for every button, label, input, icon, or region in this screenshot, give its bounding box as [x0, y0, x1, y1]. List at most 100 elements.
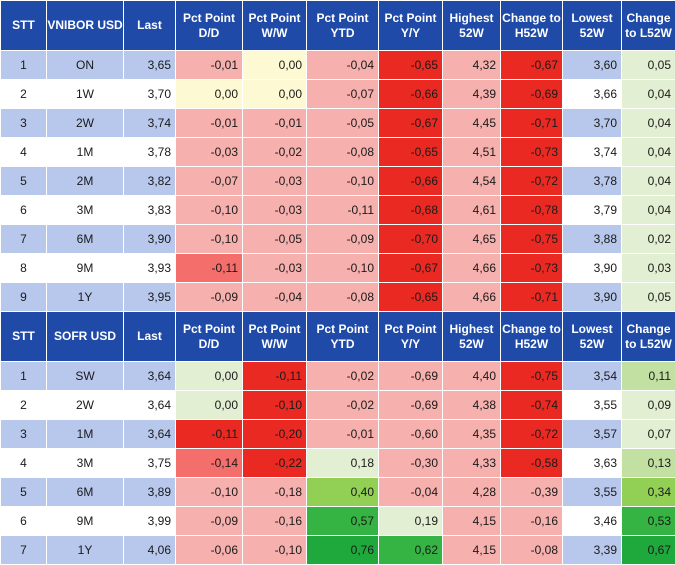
- cell-high: 4,40: [443, 362, 501, 391]
- cell-chgl: 0,53: [622, 507, 675, 536]
- cell-chgl: 0,04: [622, 109, 675, 138]
- cell-chgh: -0,58: [501, 449, 563, 478]
- column-header-dd: Pct Point D/D: [176, 1, 243, 51]
- cell-yy: -0,60: [379, 420, 443, 449]
- cell-last: 3,65: [124, 51, 176, 80]
- cell-dd: -0,01: [176, 109, 243, 138]
- cell-last: 3,75: [124, 449, 176, 478]
- cell-term: 2M: [47, 167, 124, 196]
- column-header-ww: Pct Point W/W: [243, 312, 307, 362]
- cell-ww: -0,01: [243, 109, 307, 138]
- cell-stt: 1: [1, 51, 47, 80]
- column-header-yy: Pct Point Y/Y: [379, 312, 443, 362]
- cell-dd: -0,11: [176, 420, 243, 449]
- cell-last: 4,06: [124, 536, 176, 565]
- cell-high: 4,54: [443, 167, 501, 196]
- cell-last: 3,78: [124, 138, 176, 167]
- cell-ytd: -0,08: [307, 138, 379, 167]
- cell-chgl: 0,11: [622, 362, 675, 391]
- cell-chgl: 0,04: [622, 196, 675, 225]
- cell-low: 3,54: [563, 362, 622, 391]
- cell-dd: 0,00: [176, 362, 243, 391]
- cell-low: 3,90: [563, 283, 622, 312]
- cell-high: 4,51: [443, 138, 501, 167]
- cell-yy: 0,19: [379, 507, 443, 536]
- cell-ww: -0,20: [243, 420, 307, 449]
- cell-high: 4,15: [443, 536, 501, 565]
- cell-chgl: 0,03: [622, 254, 675, 283]
- cell-term: 2W: [47, 109, 124, 138]
- cell-term: 9M: [47, 254, 124, 283]
- cell-high: 4,28: [443, 478, 501, 507]
- cell-low: 3,88: [563, 225, 622, 254]
- cell-yy: 0,62: [379, 536, 443, 565]
- cell-yy: -0,69: [379, 391, 443, 420]
- cell-dd: -0,10: [176, 225, 243, 254]
- cell-yy: -0,66: [379, 167, 443, 196]
- cell-chgl: 0,07: [622, 420, 675, 449]
- cell-chgl: 0,34: [622, 478, 675, 507]
- cell-high: 4,66: [443, 254, 501, 283]
- cell-dd: -0,03: [176, 138, 243, 167]
- cell-ytd: -0,05: [307, 109, 379, 138]
- cell-high: 4,35: [443, 420, 501, 449]
- cell-yy: -0,04: [379, 478, 443, 507]
- cell-high: 4,38: [443, 391, 501, 420]
- cell-chgl: 0,04: [622, 138, 675, 167]
- cell-low: 3,66: [563, 80, 622, 109]
- cell-ww: -0,05: [243, 225, 307, 254]
- cell-dd: -0,01: [176, 51, 243, 80]
- cell-stt: 5: [1, 478, 47, 507]
- cell-low: 3,90: [563, 254, 622, 283]
- column-header-last: Last: [124, 312, 176, 362]
- cell-low: 3,63: [563, 449, 622, 478]
- cell-yy: -0,65: [379, 138, 443, 167]
- cell-chgh: -0,72: [501, 420, 563, 449]
- cell-chgl: 0,13: [622, 449, 675, 478]
- cell-stt: 8: [1, 254, 47, 283]
- cell-high: 4,39: [443, 80, 501, 109]
- column-header-chgl: Change to L52W: [622, 312, 675, 362]
- cell-term: SW: [47, 362, 124, 391]
- cell-ww: -0,11: [243, 362, 307, 391]
- cell-chgh: -0,75: [501, 225, 563, 254]
- column-header-ytd: Pct Point YTD: [307, 312, 379, 362]
- cell-ww: -0,10: [243, 391, 307, 420]
- cell-ww: -0,04: [243, 283, 307, 312]
- cell-ww: -0,02: [243, 138, 307, 167]
- cell-stt: 7: [1, 536, 47, 565]
- column-header-low: Lowest 52W: [563, 1, 622, 51]
- cell-chgh: -0,39: [501, 478, 563, 507]
- cell-term: 3M: [47, 196, 124, 225]
- column-header-chgh: Change to H52W: [501, 312, 563, 362]
- cell-ytd: 0,76: [307, 536, 379, 565]
- column-header-ytd: Pct Point YTD: [307, 1, 379, 51]
- cell-high: 4,32: [443, 51, 501, 80]
- cell-dd: -0,10: [176, 478, 243, 507]
- cell-low: 3,39: [563, 536, 622, 565]
- cell-stt: 9: [1, 283, 47, 312]
- cell-chgl: 0,67: [622, 536, 675, 565]
- cell-chgh: -0,08: [501, 536, 563, 565]
- cell-dd: -0,14: [176, 449, 243, 478]
- cell-ww: -0,03: [243, 167, 307, 196]
- cell-yy: -0,69: [379, 362, 443, 391]
- cell-stt: 2: [1, 391, 47, 420]
- cell-ytd: 0,40: [307, 478, 379, 507]
- cell-last: 3,64: [124, 420, 176, 449]
- cell-yy: -0,70: [379, 225, 443, 254]
- cell-last: 3,95: [124, 283, 176, 312]
- cell-chgl: 0,04: [622, 167, 675, 196]
- cell-ytd: 0,57: [307, 507, 379, 536]
